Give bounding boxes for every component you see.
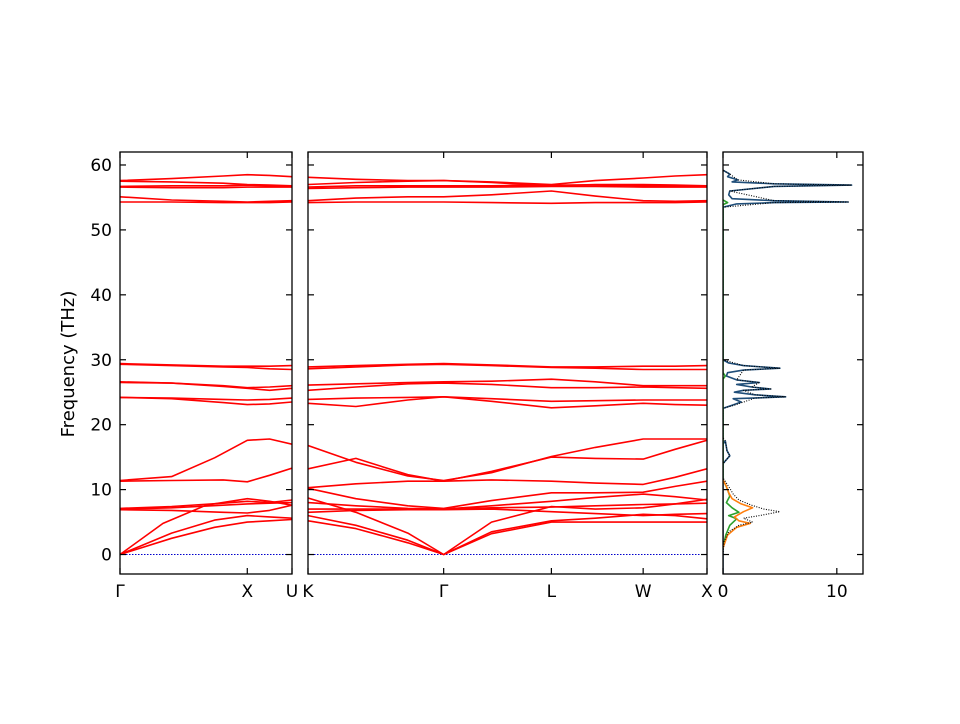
phonon-band-2 xyxy=(308,513,707,556)
phonon-band-6 xyxy=(308,493,707,510)
phonon-band-16 xyxy=(120,196,292,203)
phonon-band-22 xyxy=(308,173,707,186)
phonon-band-16 xyxy=(308,362,707,368)
phonon-band-7 xyxy=(308,480,707,510)
y-tick-label: 40 xyxy=(90,286,112,306)
phonon-band-4 xyxy=(308,508,707,517)
phonon-band-4 xyxy=(120,504,292,514)
panel-k-gamma-l-w-x-frame xyxy=(307,151,708,575)
phonon-band-15 xyxy=(120,201,292,204)
dos-curve-1 xyxy=(723,169,853,574)
y-tick-label: 50 xyxy=(90,221,112,241)
phonon-band-20 xyxy=(120,173,292,182)
phonon-band-10 xyxy=(308,438,707,482)
panel-dos-frame xyxy=(722,151,864,575)
phonon-band-17 xyxy=(120,186,292,189)
phonon-band-20 xyxy=(308,184,707,188)
phonon-band-12 xyxy=(308,396,707,403)
phonon-band-1 xyxy=(308,520,707,556)
phonon-band-14 xyxy=(308,378,707,387)
panel-dos-data xyxy=(723,169,853,574)
y-tick-label: 10 xyxy=(90,481,112,501)
phonon-band-21 xyxy=(308,179,707,187)
x-tick-label-Γ: Γ xyxy=(115,582,125,602)
phonon-band-19 xyxy=(308,185,707,190)
phonon-band-17 xyxy=(308,201,707,205)
y-axis-label: Frequency (THz) xyxy=(58,291,79,438)
dos-curve-4 xyxy=(723,169,853,555)
phonon-band-5 xyxy=(308,502,707,510)
x-tick-label-W: W xyxy=(635,582,652,602)
phonon-band-12 xyxy=(120,381,292,392)
y-tick-label: 30 xyxy=(90,351,112,371)
phonon-band-2 xyxy=(120,514,292,556)
x-tick-label-Γ: Γ xyxy=(439,582,449,602)
dos-x-tick-label: 10 xyxy=(826,582,848,602)
panel-k-gamma-l-w-x-data xyxy=(308,173,707,556)
panel-gamma-x-u-frame xyxy=(119,151,293,575)
phonon-band-10 xyxy=(120,396,292,401)
x-tick-label-K: K xyxy=(302,582,314,602)
phonon-band-1 xyxy=(120,518,292,556)
y-tick-label: 20 xyxy=(90,416,112,436)
panel-gamma-x-u-data xyxy=(120,173,292,556)
x-tick-label-X: X xyxy=(701,582,713,602)
phonon-band-3 xyxy=(308,497,707,556)
x-tick-label-U: U xyxy=(286,582,298,602)
phonon-band-8 xyxy=(308,468,707,489)
phonon-band-18 xyxy=(308,190,707,203)
dos-x-tick-label: 0 xyxy=(718,582,729,602)
x-tick-label-L: L xyxy=(547,582,557,602)
phonon-band-6 xyxy=(120,499,292,510)
phonon-band-13 xyxy=(308,382,707,392)
y-tick-label: 60 xyxy=(90,156,112,176)
phonon-band-9 xyxy=(308,439,707,482)
y-tick-label: 0 xyxy=(101,546,112,566)
phonon-band-11 xyxy=(308,396,707,409)
phonon-band-7 xyxy=(120,467,292,483)
phonon-band-19 xyxy=(120,180,292,187)
x-tick-label-X: X xyxy=(241,582,253,602)
phonon-band-14 xyxy=(120,362,292,367)
phonon-band-8 xyxy=(120,438,292,482)
phonon-band-5 xyxy=(120,501,292,510)
